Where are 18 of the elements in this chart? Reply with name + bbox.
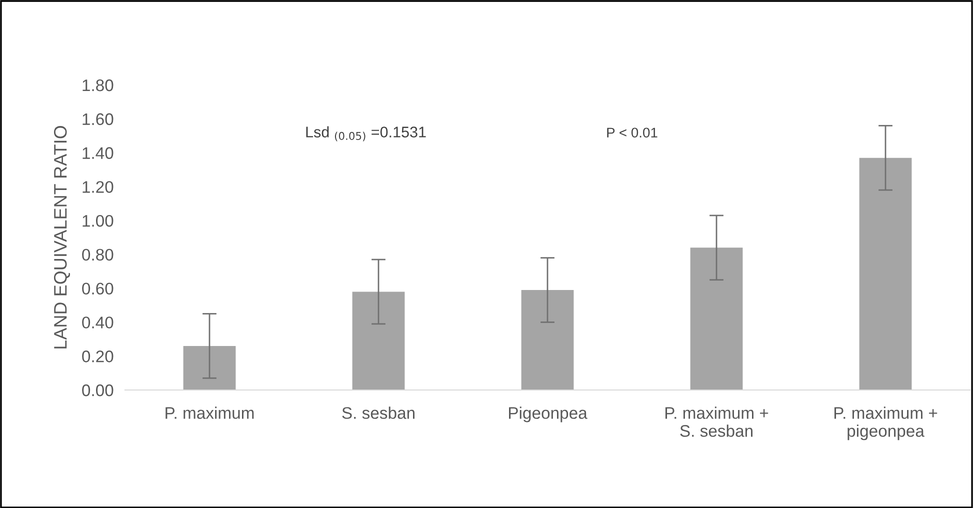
y-axis-title: LAND EQUIVALENT RATIO <box>54 126 70 348</box>
x-tick-label: P. maximum <box>166 406 254 419</box>
x-tick-label: S. sesban <box>342 406 414 419</box>
x-tick-label: Pigeonpea <box>509 406 588 422</box>
y-tick-label: 0.20 <box>82 350 114 362</box>
y-tick-label: 0.00 <box>82 384 114 396</box>
annotation: Lsd $_{(0.05)}$ =0.1531 <box>306 126 426 142</box>
x-tick-label: P. maximum + pigeonpea <box>834 406 938 440</box>
y-tick-label: 0.60 <box>82 282 114 295</box>
x-tick-label: P. maximum + S. sesban <box>665 406 768 437</box>
y-tick-label: 0.40 <box>82 316 114 328</box>
y-tick-label: 1.60 <box>82 113 114 126</box>
y-tick-label: 1.20 <box>82 181 114 193</box>
annotation: P < 0.01 <box>607 128 658 138</box>
y-tick-label: 1.80 <box>82 79 114 92</box>
y-tick-label: 0.80 <box>82 248 114 261</box>
y-tick-label: 1.00 <box>82 214 114 227</box>
y-tick-label: 1.40 <box>82 147 114 159</box>
